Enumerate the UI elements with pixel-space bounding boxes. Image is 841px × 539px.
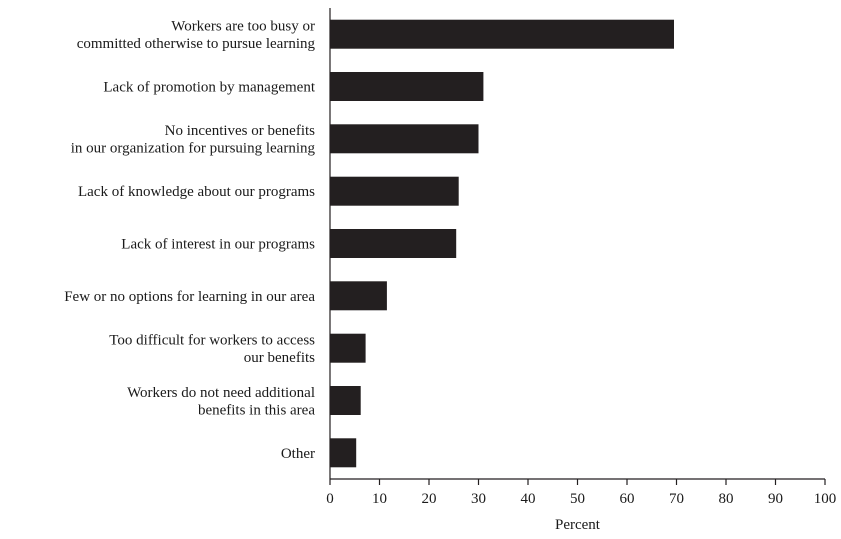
x-tick-label: 70 xyxy=(669,491,684,507)
category-label: Lack of knowledge about our programs xyxy=(78,184,315,200)
category-label: Lack of promotion by management xyxy=(103,80,315,96)
bar xyxy=(330,176,459,206)
category-label: No incentives or benefits in our organiza… xyxy=(71,123,316,157)
bar xyxy=(330,333,366,363)
x-tick-label: 50 xyxy=(570,491,585,507)
x-tick-label: 30 xyxy=(471,491,486,507)
category-label-line: No incentives or benefits xyxy=(165,123,316,139)
x-axis-ticks: 0 10 20 30 40 50 60 70 80 90 100 xyxy=(326,479,836,507)
bar xyxy=(330,124,479,154)
bar xyxy=(330,72,484,101)
x-tick-label: 90 xyxy=(768,491,783,507)
category-label-line: Lack of promotion by management xyxy=(103,80,315,96)
category-label: Lack of interest in our programs xyxy=(121,237,315,253)
category-label: Too difficult for workers to access our b… xyxy=(109,332,315,366)
x-tick-label: 60 xyxy=(620,491,635,507)
category-label-line: Lack of interest in our programs xyxy=(121,237,315,253)
category-label-line: Few or no options for learning in our ar… xyxy=(64,289,315,305)
x-tick-label: 40 xyxy=(521,491,536,507)
x-tick-label: 10 xyxy=(372,491,387,507)
category-label-line: Workers do not need additional xyxy=(127,385,315,401)
x-tick-label: 20 xyxy=(422,491,437,507)
bar xyxy=(330,19,674,49)
category-label-line: Other xyxy=(281,446,315,462)
bar xyxy=(330,281,387,311)
category-label: Other xyxy=(281,446,315,462)
category-labels: Workers are too busy or committed otherwi… xyxy=(64,18,316,461)
category-label-line: our benefits xyxy=(244,350,315,366)
category-label: Few or no options for learning in our ar… xyxy=(64,289,315,305)
x-tick-label: 0 xyxy=(326,491,334,507)
category-label: Workers do not need additional benefits i… xyxy=(127,385,315,419)
bar xyxy=(330,438,357,468)
category-label-line: committed otherwise to pursue learning xyxy=(77,36,316,52)
category-label-line: benefits in this area xyxy=(198,402,315,418)
category-label: Workers are too busy or committed otherwi… xyxy=(77,18,316,52)
x-tick-label: 100 xyxy=(814,491,837,507)
category-label-line: Too difficult for workers to access xyxy=(109,332,315,348)
category-label-line: in our organization for pursuing learnin… xyxy=(71,141,316,157)
category-label-line: Workers are too busy or xyxy=(171,18,315,34)
bars xyxy=(330,19,674,468)
bar xyxy=(330,386,361,415)
bar xyxy=(330,229,457,258)
x-axis-title: Percent xyxy=(555,517,601,533)
category-label-line: Lack of knowledge about our programs xyxy=(78,184,315,200)
x-tick-label: 80 xyxy=(719,491,734,507)
